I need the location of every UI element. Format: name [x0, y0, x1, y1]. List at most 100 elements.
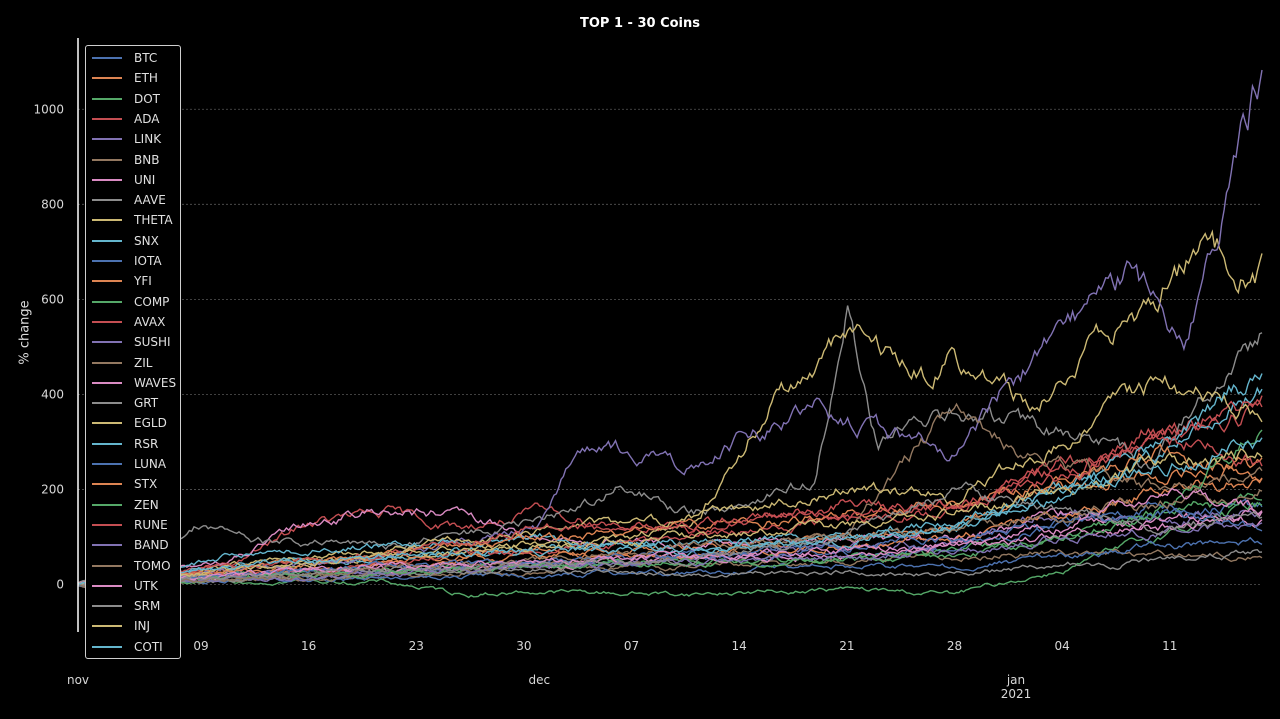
x-tick-sublabel: nov — [67, 673, 89, 687]
legend-item: UTK — [92, 576, 158, 596]
legend-swatch — [92, 402, 122, 405]
legend-label: LINK — [134, 132, 162, 147]
legend-swatch — [92, 523, 122, 526]
legend-swatch — [92, 645, 122, 648]
legend-item: SUSHI — [92, 332, 171, 352]
legend-label: ETH — [134, 71, 158, 86]
series-line-egld — [77, 374, 1263, 586]
legend-swatch — [92, 422, 122, 425]
legend-label: WAVES — [134, 375, 177, 390]
legend-label: STX — [134, 477, 158, 492]
series-line-uni — [77, 505, 1263, 584]
x-tick-label: 07 — [624, 639, 639, 653]
series-line-dot — [77, 500, 1263, 599]
x-tick-label: 09 — [193, 639, 208, 653]
legend-label: COTI — [134, 639, 163, 654]
legend-item: RUNE — [92, 515, 168, 535]
legend-label: BNB — [134, 152, 160, 167]
legend-swatch — [92, 300, 122, 303]
legend-swatch — [92, 544, 122, 547]
x-tick-sublabel: 2021 — [1001, 687, 1032, 701]
legend-item: EGLD — [92, 413, 167, 433]
legend-item: IOTA — [92, 251, 162, 271]
legend-swatch — [92, 77, 122, 80]
legend-swatch — [92, 178, 122, 181]
series-line-srm — [77, 481, 1263, 587]
y-tick-label: 600 — [41, 292, 64, 306]
y-tick-label: 0 — [56, 577, 64, 591]
legend-item: BNB — [92, 150, 159, 170]
legend-swatch — [92, 138, 122, 141]
legend-item: LUNA — [92, 454, 166, 474]
legend-label: UTK — [134, 578, 158, 593]
legend-swatch — [92, 260, 122, 262]
series-line-rune — [77, 427, 1263, 585]
series-line-tomo — [77, 487, 1263, 588]
legend-item: ZIL — [92, 353, 152, 373]
legend-label: DOT — [134, 91, 161, 106]
legend-label: UNI — [134, 172, 156, 187]
legend-item: BAND — [92, 535, 169, 555]
series-line-utk — [77, 487, 1263, 585]
legend-item: ZEN — [92, 495, 159, 515]
legend-swatch — [92, 97, 122, 100]
legend-item: COTI — [92, 637, 163, 657]
legend-label: ZEN — [134, 497, 159, 512]
legend-label: LUNA — [134, 457, 167, 471]
series-line-coti — [77, 437, 1263, 586]
legend-swatch — [92, 239, 122, 242]
legend-item: WAVES — [92, 373, 176, 393]
y-axis-ticks: 0 200 400 600 800 1000 — [33, 102, 64, 591]
legend-label: AAVE — [134, 193, 166, 208]
x-tick-label: 30 — [516, 639, 531, 653]
legend-label: EGLD — [134, 416, 167, 431]
legend-label: SUSHI — [134, 335, 171, 350]
legend-swatch — [92, 158, 122, 161]
legend-label: COMP — [134, 294, 170, 309]
legend-swatch — [92, 57, 122, 59]
legend-label: BAND — [134, 538, 169, 553]
legend: BTC ETH DOT ADA LINK BNB UNI AAVE THETA SNX IOTA YF… — [85, 45, 181, 659]
legend-item: ETH — [92, 68, 158, 88]
series-lines — [77, 69, 1263, 599]
legend-swatch — [92, 503, 122, 506]
legend-item: RSR — [92, 434, 158, 454]
legend-item: SRM — [92, 596, 160, 616]
legend-item: BTC — [92, 48, 157, 68]
legend-label: BTC — [134, 51, 158, 65]
series-line-aave — [77, 305, 1263, 584]
chart-title: TOP 1 - 30 Coins — [579, 16, 700, 31]
legend-swatch — [92, 117, 122, 120]
legend-item: AAVE — [92, 190, 166, 210]
legend-label: THETA — [134, 213, 173, 228]
legend-label: ADA — [134, 111, 160, 126]
x-tick-label: 04 — [1054, 639, 1069, 653]
legend-label: IOTA — [134, 254, 162, 268]
legend-swatch — [92, 381, 122, 384]
legend-swatch — [92, 361, 122, 364]
x-tick-sublabel: dec — [528, 673, 550, 687]
legend-label: RUNE — [134, 517, 168, 532]
x-tick-label: 28 — [947, 639, 962, 653]
legend-swatch — [92, 280, 122, 283]
legend-label: YFI — [134, 274, 152, 289]
legend-swatch — [92, 625, 122, 628]
x-tick-label: 23 — [409, 639, 424, 653]
legend-swatch — [92, 463, 122, 465]
legend-item: TOMO — [92, 556, 171, 576]
legend-swatch — [92, 564, 122, 567]
legend-item: DOT — [92, 89, 160, 109]
legend-swatch — [92, 584, 122, 587]
legend-label: SRM — [134, 599, 161, 614]
x-tick-sublabel: jan — [1006, 673, 1025, 687]
y-tick-label: 1000 — [33, 102, 64, 116]
legend-item: THETA — [92, 210, 173, 230]
series-line-theta — [77, 229, 1263, 588]
legend-label: SNX — [134, 233, 159, 248]
y-tick-label: 800 — [41, 197, 64, 211]
legend-label: ZIL — [134, 355, 153, 370]
series-line-inj — [77, 448, 1263, 585]
legend-item: LINK — [92, 129, 161, 149]
legend-swatch — [92, 605, 122, 608]
